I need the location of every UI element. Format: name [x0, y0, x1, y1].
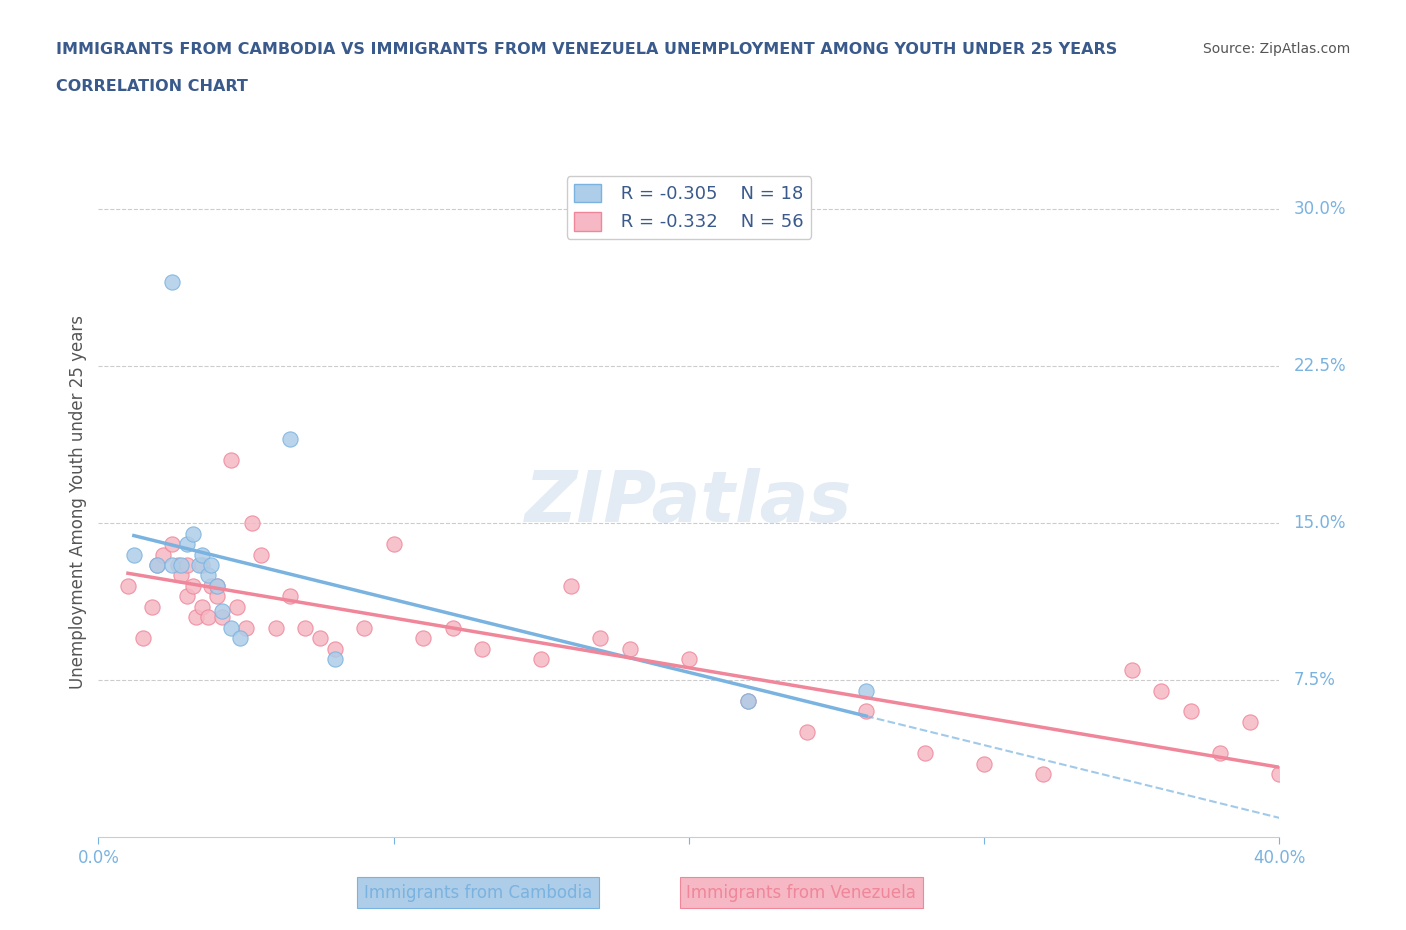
Point [1180, 704, 1202, 719]
Point [1357, 777, 1379, 792]
Point [191, 558, 214, 573]
Point [226, 600, 249, 615]
Point [141, 600, 163, 615]
Point [589, 631, 612, 645]
Point [1239, 714, 1261, 729]
Point [560, 578, 582, 593]
Point [176, 558, 198, 573]
Point [187, 558, 209, 573]
Point [146, 558, 169, 573]
Point [1032, 766, 1054, 781]
Point [181, 578, 204, 593]
Legend:  R = -0.305    N = 18,  R = -0.332    N = 56: R = -0.305 N = 18, R = -0.332 N = 56 [567, 177, 811, 239]
Point [205, 578, 228, 593]
Point [441, 620, 464, 635]
Point [1121, 662, 1143, 677]
Point [205, 578, 228, 593]
Point [1386, 798, 1406, 813]
Text: 30.0%: 30.0% [1294, 200, 1346, 219]
Point [382, 537, 405, 551]
Point [219, 620, 242, 635]
Text: Source: ZipAtlas.com: Source: ZipAtlas.com [1202, 42, 1350, 56]
Text: ZIPatlas: ZIPatlas [526, 468, 852, 537]
Point [796, 725, 818, 740]
Point [240, 516, 263, 531]
Point [278, 432, 302, 447]
Text: 7.5%: 7.5% [1294, 671, 1336, 689]
Point [162, 275, 183, 290]
Point [412, 631, 434, 645]
Text: CORRELATION CHART: CORRELATION CHART [56, 79, 247, 94]
Point [294, 620, 316, 635]
Point [353, 620, 375, 635]
Point [191, 547, 214, 562]
Point [471, 642, 494, 657]
Point [184, 610, 207, 625]
Point [1268, 766, 1291, 781]
Point [197, 568, 219, 583]
Point [122, 547, 145, 562]
Point [235, 620, 257, 635]
Text: Immigrants from Cambodia: Immigrants from Cambodia [364, 884, 592, 902]
Point [197, 610, 219, 625]
Point [146, 558, 169, 573]
Point [1298, 788, 1320, 803]
Text: 15.0%: 15.0% [1294, 514, 1346, 532]
Point [1150, 683, 1173, 698]
Point [855, 683, 877, 698]
Point [117, 578, 139, 593]
Point [152, 547, 174, 562]
Point [167, 558, 190, 573]
Point [211, 610, 233, 625]
Point [914, 746, 936, 761]
Point [181, 526, 204, 541]
Point [855, 704, 877, 719]
Point [229, 631, 252, 645]
Point [200, 558, 222, 573]
Y-axis label: Unemployment Among Youth under 25 years: Unemployment Among Youth under 25 years [69, 315, 87, 689]
Point [170, 558, 193, 573]
Text: Immigrants from Venezuela: Immigrants from Venezuela [686, 884, 917, 902]
Text: IMMIGRANTS FROM CAMBODIA VS IMMIGRANTS FROM VENEZUELA UNEMPLOYMENT AMONG YOUTH U: IMMIGRANTS FROM CAMBODIA VS IMMIGRANTS F… [56, 42, 1118, 57]
Point [219, 453, 242, 468]
Point [278, 589, 302, 604]
Point [211, 604, 233, 618]
Point [264, 620, 287, 635]
Point [162, 558, 183, 573]
Point [1209, 746, 1232, 761]
Point [309, 631, 332, 645]
Point [619, 642, 641, 657]
Point [170, 568, 193, 583]
Text: 22.5%: 22.5% [1294, 357, 1346, 375]
Point [250, 547, 273, 562]
Point [176, 589, 198, 604]
Point [205, 589, 228, 604]
Point [132, 631, 155, 645]
Point [1327, 766, 1350, 781]
Point [973, 756, 995, 771]
Point [200, 578, 222, 593]
Point [191, 600, 214, 615]
Point [323, 642, 346, 657]
Point [323, 652, 346, 667]
Point [176, 537, 198, 551]
Point [678, 652, 700, 667]
Point [162, 537, 183, 551]
Point [737, 694, 759, 709]
Point [737, 694, 759, 709]
Point [530, 652, 553, 667]
